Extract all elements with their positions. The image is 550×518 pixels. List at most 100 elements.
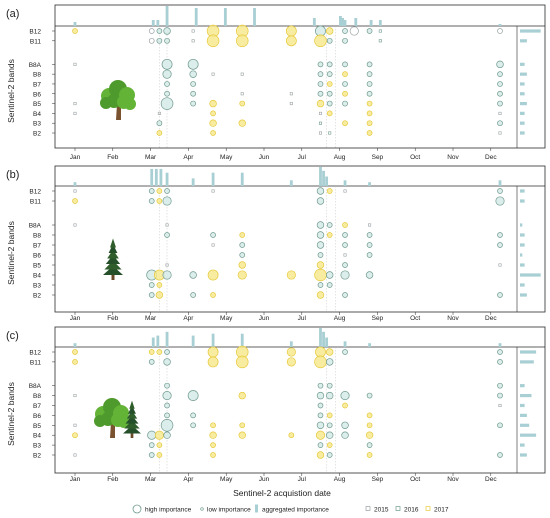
band-label-b7: B7 bbox=[33, 403, 41, 410]
importance-point bbox=[366, 232, 373, 238]
importance-point bbox=[160, 97, 174, 110]
importance-point bbox=[238, 119, 246, 127]
importance-point bbox=[326, 412, 333, 419]
importance-point bbox=[326, 442, 333, 448]
band-importance-bar bbox=[520, 101, 527, 106]
importance-point bbox=[342, 349, 348, 355]
aggregated-importance-bar bbox=[156, 20, 160, 26]
importance-point bbox=[316, 197, 325, 205]
importance-point bbox=[72, 432, 78, 439]
importance-point bbox=[238, 261, 246, 269]
aggregated-importance-bar bbox=[319, 328, 322, 347]
aggregated-importance-bar bbox=[498, 24, 502, 26]
month-label-oct: Oct bbox=[410, 154, 420, 161]
importance-point bbox=[317, 90, 324, 97]
importance-point bbox=[285, 35, 297, 47]
aggregated-importance-bar bbox=[368, 182, 371, 186]
importance-point bbox=[325, 27, 334, 35]
importance-point bbox=[366, 100, 373, 107]
importance-point bbox=[342, 232, 348, 238]
importance-point bbox=[72, 28, 78, 34]
band-importance-bar bbox=[520, 121, 525, 125]
month-label-sep: Sep bbox=[372, 476, 384, 483]
band-importance-bar bbox=[520, 433, 537, 437]
band-importance-bar bbox=[520, 443, 525, 447]
importance-point bbox=[160, 419, 174, 432]
y-axis-title: Sentinel-2 bands bbox=[6, 382, 16, 446]
band-label-b6: B6 bbox=[33, 413, 41, 420]
month-label-feb: Feb bbox=[107, 315, 119, 322]
importance-point bbox=[342, 90, 348, 97]
importance-point bbox=[342, 100, 348, 107]
aggregated-importance-bar bbox=[165, 6, 169, 26]
band-label-b8a: B8A bbox=[29, 223, 42, 230]
importance-point bbox=[342, 81, 348, 87]
importance-point bbox=[316, 421, 325, 429]
band-importance-bar bbox=[520, 263, 525, 267]
importance-point bbox=[498, 263, 502, 267]
importance-point bbox=[342, 61, 348, 68]
importance-point bbox=[497, 392, 503, 399]
importance-point bbox=[285, 25, 297, 37]
importance-point bbox=[157, 111, 161, 115]
band-label-b12: B12 bbox=[29, 189, 41, 196]
band-importance-bar bbox=[520, 223, 523, 227]
importance-point bbox=[495, 196, 505, 206]
band-label-b12: B12 bbox=[29, 29, 41, 36]
band-label-b8a: B8A bbox=[29, 383, 42, 390]
importance-point bbox=[365, 271, 374, 279]
aggregated-importance-bar bbox=[312, 18, 316, 26]
conifer-tier bbox=[123, 425, 141, 434]
importance-point bbox=[73, 223, 77, 227]
importance-point bbox=[317, 81, 324, 87]
importance-point bbox=[316, 187, 325, 195]
band-importance-bar bbox=[520, 403, 525, 408]
importance-point bbox=[366, 452, 373, 458]
importance-point bbox=[378, 29, 382, 33]
importance-point bbox=[164, 402, 170, 409]
band-label-b7: B7 bbox=[33, 243, 41, 250]
aggregated-importance-bar bbox=[378, 20, 382, 26]
importance-point bbox=[162, 69, 172, 79]
band-importance-bar bbox=[520, 360, 534, 364]
aggregated-importance-bar bbox=[240, 333, 244, 347]
aggregated-importance-bar bbox=[253, 8, 256, 26]
importance-point bbox=[366, 392, 373, 399]
band-label-b3: B3 bbox=[33, 121, 41, 128]
band-label-b8: B8 bbox=[33, 72, 41, 79]
importance-point bbox=[156, 120, 163, 127]
importance-point bbox=[317, 71, 324, 78]
band-label-b3: B3 bbox=[33, 443, 41, 450]
importance-point bbox=[349, 26, 359, 36]
importance-point bbox=[207, 346, 219, 358]
aggregated-importance-bar bbox=[369, 20, 373, 26]
conifer-tree-icon bbox=[103, 238, 123, 280]
band-importance-bar bbox=[520, 233, 525, 237]
conifer-trunk bbox=[111, 275, 115, 280]
aggregated-importance-bar bbox=[368, 343, 371, 347]
importance-point bbox=[187, 390, 199, 401]
importance-point bbox=[211, 243, 215, 247]
importance-point bbox=[497, 90, 503, 97]
month-label-jan: Jan bbox=[70, 476, 81, 483]
importance-point bbox=[318, 121, 322, 125]
aggregated-importance-bar bbox=[165, 172, 169, 186]
importance-point bbox=[342, 28, 348, 34]
importance-point bbox=[161, 58, 173, 70]
importance-point bbox=[239, 100, 246, 107]
band-importance-bar bbox=[520, 393, 532, 398]
importance-point bbox=[316, 391, 325, 400]
importance-point bbox=[366, 90, 373, 97]
importance-point bbox=[366, 242, 373, 248]
importance-point bbox=[164, 37, 170, 44]
aggregated-importance-bar bbox=[322, 170, 325, 186]
month-label-jul: Jul bbox=[298, 154, 307, 161]
importance-point bbox=[498, 111, 502, 115]
importance-point bbox=[316, 261, 325, 269]
month-label-may: May bbox=[220, 154, 233, 161]
importance-point bbox=[148, 188, 155, 194]
x-axis-title: Sentinel-2 acquistion date bbox=[233, 488, 331, 498]
importance-point bbox=[190, 292, 196, 298]
month-label-aug: Aug bbox=[334, 476, 346, 483]
aggregated-importance-bar bbox=[319, 167, 322, 186]
